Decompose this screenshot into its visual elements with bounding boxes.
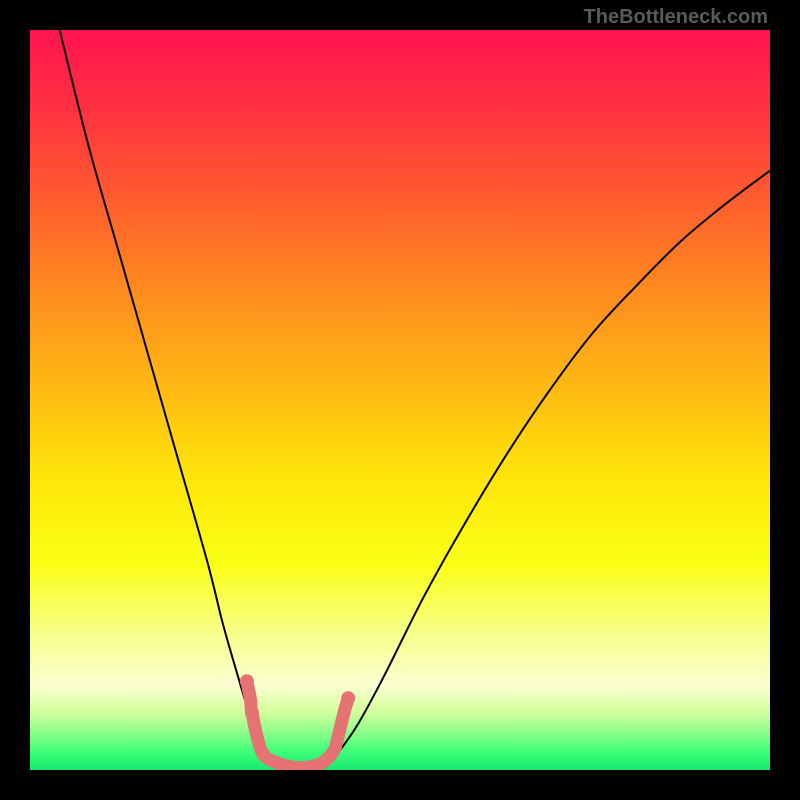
chart-container: TheBottleneck.com <box>0 0 800 800</box>
watermark-text: TheBottleneck.com <box>584 6 768 29</box>
bottleneck-curve-right <box>296 171 770 769</box>
curves-layer <box>30 30 770 770</box>
bottleneck-curve-left <box>60 30 297 769</box>
bottom-overlay-curve <box>247 681 348 767</box>
plot-area <box>30 30 770 770</box>
